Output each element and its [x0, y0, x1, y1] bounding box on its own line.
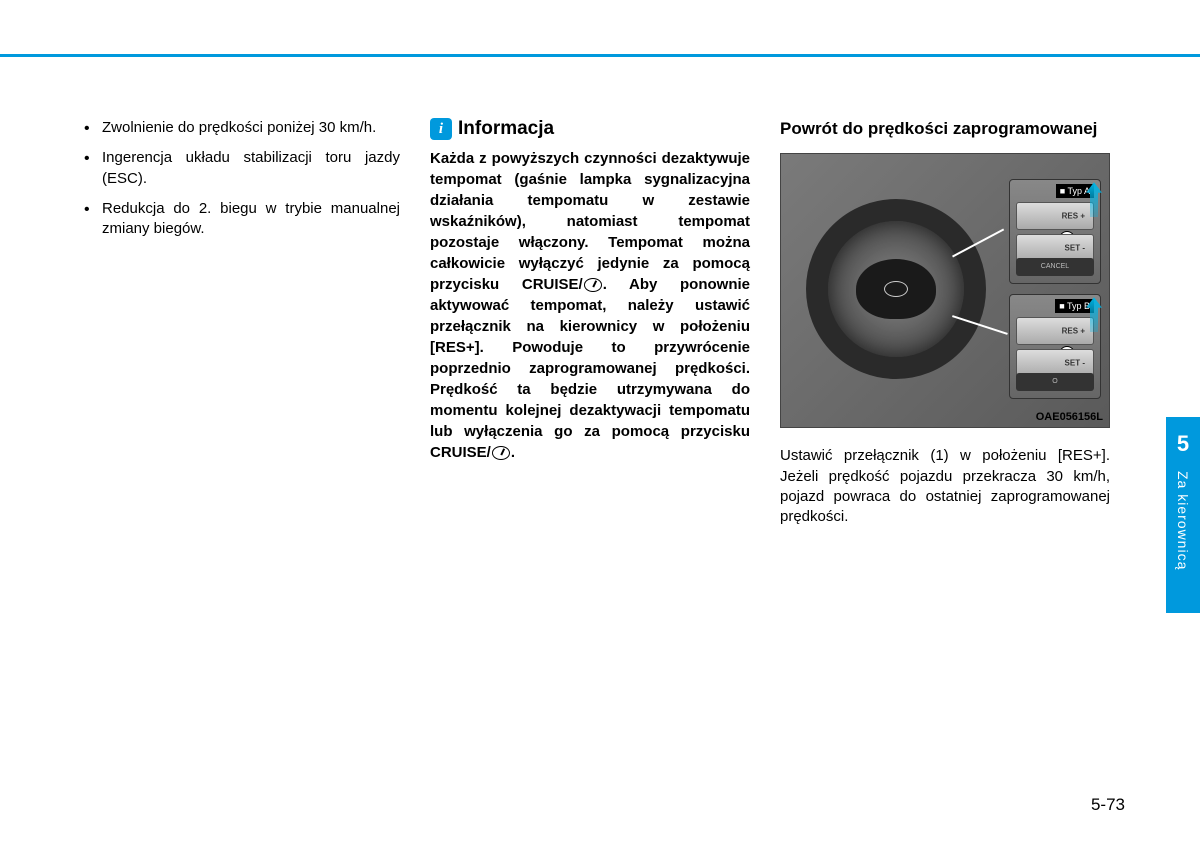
info-icon: i [430, 118, 452, 140]
info-header: i Informacja [430, 118, 750, 140]
control-panel-type-b: ■ Typ B RES + 1 SET - O [1009, 294, 1101, 399]
page-content: Zwolnienie do prędkości poniżej 30 km/h.… [80, 118, 1125, 527]
control-panel-type-a: ■ Typ A RES + 1 SET - CANCEL [1009, 179, 1101, 284]
info-text-2: . Aby ponownie aktywować tempomat, należ… [430, 276, 750, 461]
hub-logo-icon [884, 281, 908, 297]
cruise-control-icon [584, 278, 602, 292]
steering-wheel-graphic [806, 199, 986, 379]
steering-wheel-figure: ■ Typ A RES + 1 SET - CANCEL ■ Typ B RES… [780, 153, 1110, 428]
res-plus-button: RES + 1 [1016, 202, 1094, 230]
list-item: Redukcja do 2. biegu w trybie manualnej … [80, 199, 400, 240]
list-item: Ingerencja układu stabilizacji toru jazd… [80, 148, 400, 189]
column-2: i Informacja Każda z powyższych czynnośc… [430, 118, 750, 527]
res-plus-button: RES + 1 [1016, 317, 1094, 345]
set-label: SET - [1065, 359, 1085, 368]
chapter-tab: 5 Za kierownicą [1166, 417, 1200, 613]
column-1: Zwolnienie do prędkości poniżej 30 km/h.… [80, 118, 400, 527]
list-item: Zwolnienie do prędkości poniżej 30 km/h. [80, 118, 400, 138]
info-text-1: Każda z powyższych czynności dezaktywuje… [430, 150, 750, 293]
res-label: RES + [1062, 327, 1085, 336]
set-label: SET - [1065, 244, 1085, 253]
column-3: Powrót do prędkości zaprogramowanej ■ Ty… [780, 118, 1110, 527]
info-title: Informacja [458, 118, 554, 140]
top-accent-bar [0, 54, 1200, 57]
info-text-3: . [511, 444, 515, 461]
o-button: O [1016, 373, 1094, 391]
cruise-control-icon [492, 446, 510, 460]
chapter-label: Za kierownicą [1175, 471, 1191, 570]
page-number: 5-73 [1091, 795, 1125, 815]
instruction-text: Ustawić przełącznik (1) w położeniu [RES… [780, 446, 1110, 527]
section-title: Powrót do prędkości zaprogramowanej [780, 118, 1110, 139]
chapter-number: 5 [1177, 431, 1189, 457]
steering-hub [856, 259, 936, 319]
cancel-button: CANCEL [1016, 258, 1094, 276]
info-body: Każda z powyższych czynności dezaktywuje… [430, 148, 750, 463]
deactivation-conditions-list: Zwolnienie do prędkości poniżej 30 km/h.… [80, 118, 400, 239]
figure-code: OAE056156L [1036, 411, 1103, 423]
res-label: RES + [1062, 212, 1085, 221]
